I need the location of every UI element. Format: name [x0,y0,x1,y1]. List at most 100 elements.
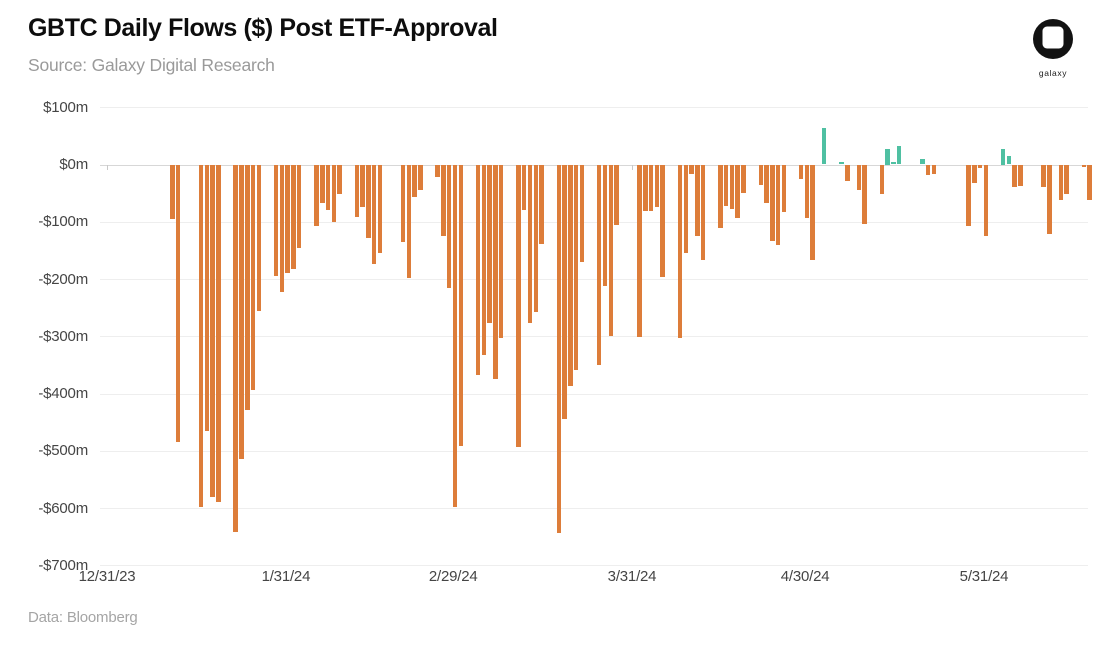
flow-bar [354,164,360,218]
flow-bar [798,164,804,179]
flow-bar [966,164,971,226]
flow-bar [1058,164,1063,200]
flow-bar [170,164,175,219]
flow-bar [845,164,850,182]
x-axis-label: 1/31/24 [261,568,311,585]
zero-gridline [100,164,1088,166]
flow-bar [441,164,446,237]
flow-bar [314,164,319,226]
y-axis-label: -$100m [38,213,88,231]
gridline [100,393,1088,395]
flow-bar [885,149,890,165]
flow-bar [977,164,983,168]
flow-bar [568,164,573,387]
flow-bar [1047,164,1052,234]
gridline [100,450,1088,452]
flow-bar [891,162,896,165]
gridline [100,279,1088,280]
flow-bar [1081,164,1087,168]
gridline [100,565,1088,567]
flow-bar [775,164,781,245]
flow-bar [250,164,256,391]
flow-bar [371,164,377,264]
flow-bar [654,164,660,208]
flow-bar [446,164,452,289]
flow-bar [435,164,440,178]
flow-bar [683,164,688,254]
flow-bar [239,164,244,460]
flow-bar [458,164,463,447]
flow-bar [660,164,665,278]
flow-bar [539,164,544,245]
axis-baseline-tick [107,165,108,170]
flow-bar [608,164,613,337]
x-axis-label: 5/31/24 [959,568,1009,585]
flow-bar [723,164,729,206]
y-axis-label: $0m [59,156,88,173]
flow-bar [527,164,533,324]
y-axis-label: -$200m [38,270,88,288]
y-axis-label: -$600m [38,499,88,517]
flow-bar [279,164,285,293]
galaxy-logo: galaxy [1030,18,1076,78]
flow-bar [931,164,937,175]
flow-bar [487,164,492,323]
flow-bar [648,164,654,211]
galaxy-logo-icon [1033,19,1073,59]
y-axis-label: -$500m [38,442,88,460]
flow-bar [677,164,683,338]
flow-bar [718,164,723,228]
flow-bar [320,164,325,204]
flow-bar [770,164,775,241]
axis-baseline-tick [632,165,633,170]
flow-bar [556,164,561,533]
flow-bar [735,164,740,218]
flow-bar [475,164,481,376]
chart-subtitle: Source: Galaxy Digital Research [28,55,275,75]
flow-bar [198,164,204,507]
y-axis-label: -$400m [38,385,88,402]
flow-bar [377,164,383,253]
flow-bar [406,164,411,279]
flow-bar [291,164,296,269]
flow-bar [533,164,538,312]
flow-bar [204,164,210,432]
flow-bar [821,128,827,165]
flow-bar [695,164,700,236]
flow-bar [498,164,504,338]
flow-bar [285,164,290,274]
flow-bar [296,164,302,248]
flow-bar [856,164,862,190]
flow-bar [729,164,735,210]
x-axis-label: 12/31/23 [78,568,136,585]
flow-bar [596,164,602,365]
flow-bar [256,164,261,311]
flow-bar [481,164,486,355]
flow-bar [1000,148,1006,165]
flow-bar [637,164,642,338]
flow-bar [781,164,787,212]
flow-bar [758,164,763,185]
flow-bar [1064,164,1069,195]
flow-bar [700,164,706,260]
gridline [100,336,1088,338]
flow-bar [804,164,810,218]
flow-bar [810,164,815,261]
flow-bar [839,161,844,165]
flow-bar [331,164,336,223]
chart-title: GBTC Daily Flows ($) Post ETF-Approval [28,14,498,42]
flow-bar [983,164,988,236]
flow-bar [400,164,406,243]
flow-bar [972,164,977,184]
flow-bar [521,164,527,210]
flow-bar [233,164,238,532]
x-axis-label: 3/31/24 [607,568,657,585]
gridline [100,508,1088,509]
flow-bar [1087,164,1092,200]
flow-bar [689,164,694,175]
data-source-note: Data: Bloomberg [28,609,138,626]
gridline [100,221,1088,223]
flow-bar [516,164,521,448]
flow-bar [614,164,619,225]
y-axis-label: -$700m [38,556,88,574]
